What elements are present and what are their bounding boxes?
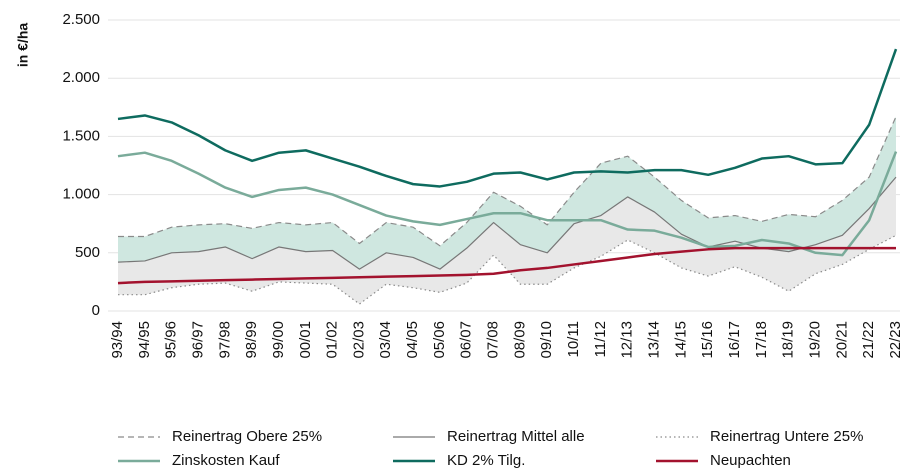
y-tick-label: 0 (92, 302, 100, 319)
legend-label: KD 2% Tilg. (447, 452, 525, 469)
legend-label: Neupachten (710, 452, 791, 469)
x-tick-label: 10/11 (565, 321, 582, 357)
x-tick-label: 13/14 (646, 321, 663, 359)
series-line (118, 116, 897, 247)
x-tick-label: 97/98 (216, 321, 233, 359)
y-tick-label: 2.500 (62, 11, 100, 28)
legend-label: Reinertrag Obere 25% (172, 428, 322, 445)
y-tick-label: 1.000 (62, 186, 100, 203)
x-tick-label: 21/22 (860, 321, 877, 359)
series-line (117, 48, 898, 188)
x-tick-label: 16/17 (726, 321, 743, 359)
x-tick-label: 18/19 (780, 321, 797, 359)
x-tick-label: 20/21 (833, 321, 850, 359)
x-tick-label: 17/18 (753, 321, 770, 359)
x-tick-label: 95/96 (163, 321, 180, 359)
x-tick-label: 19/20 (806, 321, 823, 359)
legend-label: Reinertrag Mittel alle (447, 428, 585, 445)
x-tick-label: 94/95 (136, 321, 153, 359)
y-axis-label: in €/ha (15, 23, 31, 68)
legend-label: Reinertrag Untere 25% (710, 428, 863, 445)
x-tick-label: 06/07 (458, 321, 475, 359)
x-tick-label: 00/01 (297, 321, 314, 359)
legend-label: Zinskosten Kauf (172, 452, 280, 469)
x-tick-label: 07/08 (485, 321, 502, 359)
x-tick-label: 05/06 (431, 321, 448, 359)
band-fill (118, 116, 896, 270)
series-line (117, 246, 896, 285)
x-tick-label: 08/09 (511, 321, 528, 359)
x-tick-label: 04/05 (404, 321, 421, 359)
y-tick-label: 1.500 (62, 127, 100, 144)
y-tick-label: 2.000 (62, 69, 100, 86)
x-tick-label: 98/99 (243, 321, 260, 359)
y-tick-label: 500 (75, 244, 100, 261)
x-tick-label: 22/23 (887, 321, 903, 359)
x-tick-label: 14/15 (672, 321, 689, 359)
x-tick-label: 93/94 (109, 321, 126, 359)
x-tick-label: 01/02 (324, 321, 341, 359)
x-tick-label: 09/10 (538, 321, 555, 359)
series-line (118, 234, 897, 305)
x-tick-label: 96/97 (189, 321, 206, 359)
x-tick-label: 03/04 (377, 321, 394, 359)
series-line (117, 151, 898, 257)
x-tick-label: 02/03 (350, 321, 367, 359)
x-tick-label: 12/13 (619, 321, 636, 359)
x-tick-label: 15/16 (699, 321, 716, 359)
x-tick-label: 11/12 (592, 321, 609, 357)
x-tick-label: 99/00 (270, 321, 287, 359)
band-fill (118, 177, 896, 305)
